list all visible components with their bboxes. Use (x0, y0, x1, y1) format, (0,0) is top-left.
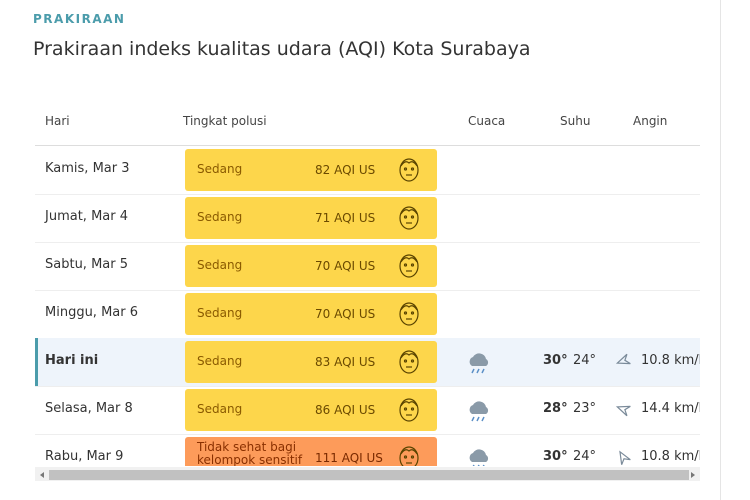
day: Minggu, Mar 6 (45, 305, 139, 320)
face-icon (397, 299, 421, 331)
header-row: Hari Tingkat polusi Cuaca Suhu Angin (35, 100, 700, 146)
temp-low: 24° (573, 353, 597, 368)
wind: 10.8 km/h (641, 449, 700, 464)
wind: 14.4 km/h (641, 401, 700, 416)
face-icon (397, 347, 421, 379)
aqi-value: 71 AQI US (315, 211, 376, 225)
pollution-level: Sedang (197, 306, 243, 320)
aqi-value: 86 AQI US (315, 403, 376, 417)
aqi-value: 83 AQI US (315, 355, 376, 369)
column-header: Angin (633, 114, 668, 128)
weather-icon (465, 398, 493, 428)
table-row: Rabu, Mar 9 Tidak sehat bagi kelompok sen… (35, 434, 700, 466)
temp-high: 30° (543, 449, 568, 464)
section-label: PRAKIRAAN (33, 12, 126, 26)
scrollbar[interactable] (35, 467, 700, 481)
column-header: Hari (45, 114, 70, 128)
table-row: Hari ini Sedang 83 AQI US 30° 24° 10.8 km/h (35, 338, 700, 387)
column-header: Tingkat polusi (183, 114, 267, 128)
pollution-level: Tidak sehat bagi kelompok sensitif (197, 440, 303, 467)
current-indicator (35, 338, 38, 386)
aqi-value: 70 AQI US (315, 307, 376, 321)
aqi-badge: Sedang 70 AQI US (185, 293, 437, 335)
face-icon (397, 203, 421, 235)
table-row: Jumat, Mar 4 Sedang 71 AQI US (35, 194, 700, 243)
temp-high: 30° (543, 353, 568, 368)
column-header: Suhu (560, 114, 591, 128)
wind-icon (615, 401, 631, 421)
wind: 10.8 km/h (641, 353, 700, 368)
aqi-badge: Tidak sehat bagi kelompok sensitif 111 AQ… (185, 437, 437, 466)
day: Jumat, Mar 4 (45, 209, 128, 224)
column-header: Cuaca (468, 114, 506, 128)
table-row: Minggu, Mar 6 Sedang 70 AQI US (35, 290, 700, 339)
face-icon (397, 395, 421, 427)
pollution-level: Sedang (197, 210, 243, 224)
aqi-value: 70 AQI US (315, 259, 376, 273)
title: Prakiraan indeks kualitas udara (AQI) Ko… (33, 38, 531, 60)
pollution-level: Sedang (197, 258, 243, 272)
aqi-badge: Sedang 86 AQI US (185, 389, 437, 431)
day: Hari ini (45, 353, 99, 368)
day: Sabtu, Mar 5 (45, 257, 129, 272)
temp-low: 24° (573, 449, 597, 464)
pollution-level: Sedang (197, 402, 243, 416)
aqi-value: 111 AQI US (315, 451, 383, 465)
table: Hari Tingkat polusi Cuaca Suhu Angin Kamis, M… (35, 100, 700, 466)
aqi-value: 82 AQI US (315, 163, 376, 177)
weather-icon (465, 446, 493, 466)
day: Kamis, Mar 3 (45, 161, 130, 176)
card-border (720, 0, 721, 500)
aqi-badge: Sedang 82 AQI US (185, 149, 437, 191)
pollution-level: Sedang (197, 162, 243, 176)
table-row: Kamis, Mar 3 Sedang 82 AQI US (35, 146, 700, 195)
day: Rabu, Mar 9 (45, 449, 124, 464)
weather-icon (465, 350, 493, 380)
temp-high: 28° (543, 401, 568, 416)
table-row: Sabtu, Mar 5 Sedang 70 AQI US (35, 242, 700, 291)
aqi-badge: Sedang 83 AQI US (185, 341, 437, 383)
temp-low: 23° (573, 401, 597, 416)
wind-icon (615, 353, 631, 373)
face-icon (397, 443, 421, 466)
aqi-badge: Sedang 71 AQI US (185, 197, 437, 239)
face-icon (397, 155, 421, 187)
scrollbar-graphic (40, 470, 695, 480)
aqi-badge: Sedang 70 AQI US (185, 245, 437, 287)
day: Selasa, Mar 8 (45, 401, 133, 416)
wind-icon (615, 449, 631, 466)
pollution-level: Sedang (197, 354, 243, 368)
face-icon (397, 251, 421, 283)
table-row: Selasa, Mar 8 Sedang 86 AQI US 28° 23° 14.4 k… (35, 386, 700, 435)
